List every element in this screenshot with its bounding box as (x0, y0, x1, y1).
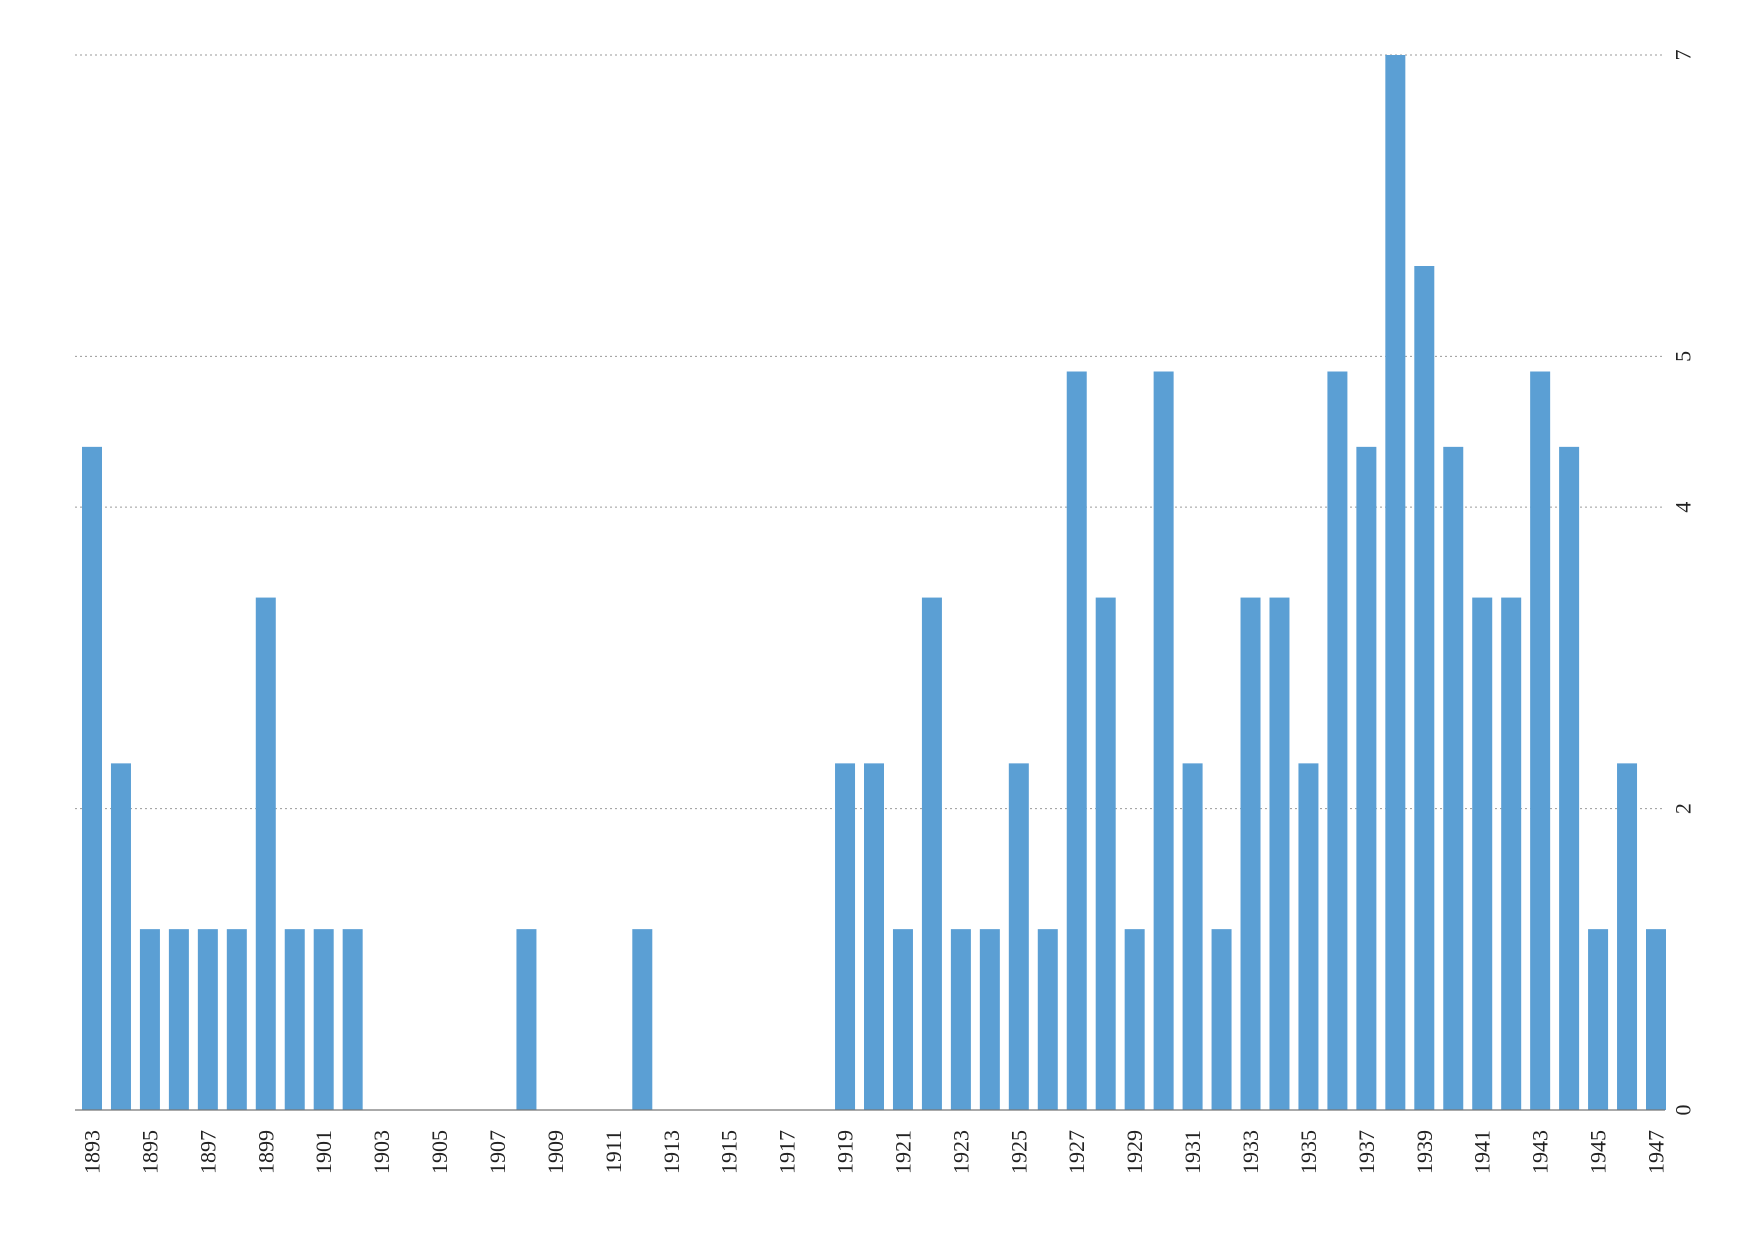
x-tick-label: 1941 (1470, 1130, 1495, 1174)
bars (82, 55, 1666, 1110)
bar-1939 (1414, 266, 1435, 1110)
x-tick-label: 1899 (253, 1130, 278, 1174)
bar-1897 (197, 929, 218, 1110)
bar-1927 (1066, 371, 1087, 1110)
bar-1928 (1095, 597, 1116, 1110)
y-tick-label: 5 (1671, 351, 1696, 362)
y-tick-label: 2 (1671, 803, 1696, 814)
bar-1925 (1008, 763, 1029, 1110)
bar-1935 (1298, 763, 1319, 1110)
bar-1947 (1646, 929, 1666, 1110)
bar-1912 (632, 929, 653, 1110)
bar-1922 (921, 597, 942, 1110)
x-tick-label: 1931 (1180, 1130, 1205, 1174)
bar-1926 (1037, 929, 1058, 1110)
x-tick-label: 1915 (717, 1130, 742, 1174)
bar-1936 (1327, 371, 1348, 1110)
bar-1938 (1385, 55, 1406, 1110)
bar-1944 (1559, 446, 1580, 1110)
bar-1929 (1124, 929, 1145, 1110)
bar-1919 (835, 763, 856, 1110)
x-tick-label: 1919 (833, 1130, 858, 1174)
x-tick-label: 1917 (775, 1130, 800, 1174)
bar-1940 (1443, 446, 1464, 1110)
bar-1900 (284, 929, 305, 1110)
x-tick-label: 1943 (1528, 1130, 1553, 1174)
bar-1933 (1240, 597, 1261, 1110)
x-axis-tick-labels: 1893 1895 1897 1899 1901 1903 1905 1907 1909 1911… (80, 1130, 1669, 1174)
x-tick-label: 1911 (601, 1130, 626, 1173)
x-tick-label: 1925 (1006, 1130, 1031, 1174)
bar-1924 (979, 929, 1000, 1110)
bar-1899 (255, 597, 276, 1110)
x-tick-label: 1933 (1238, 1130, 1263, 1174)
bar-1908 (516, 929, 537, 1110)
x-tick-label: 1909 (543, 1130, 568, 1174)
x-tick-label: 1939 (1412, 1130, 1437, 1174)
x-tick-label: 1935 (1296, 1130, 1321, 1174)
bar-1896 (168, 929, 189, 1110)
bar-1945 (1588, 929, 1609, 1110)
bar-1898 (226, 929, 247, 1110)
x-tick-label: 1895 (137, 1130, 162, 1174)
bar-1930 (1153, 371, 1174, 1110)
bar-1943 (1530, 371, 1551, 1110)
y-tick-label: 0 (1671, 1105, 1696, 1116)
bar-1895 (139, 929, 160, 1110)
y-tick-label: 4 (1671, 502, 1696, 513)
bar-1902 (342, 929, 363, 1110)
x-tick-label: 1907 (485, 1130, 510, 1174)
bar-1942 (1501, 597, 1522, 1110)
x-tick-label: 1897 (195, 1130, 220, 1174)
x-tick-label: 1893 (80, 1130, 105, 1174)
bar-1931 (1182, 763, 1203, 1110)
x-tick-label: 1903 (369, 1130, 394, 1174)
x-tick-label: 1905 (427, 1130, 452, 1174)
x-tick-label: 1945 (1586, 1130, 1611, 1174)
bar-1932 (1211, 929, 1232, 1110)
bar-1937 (1356, 446, 1377, 1110)
bar-1923 (950, 929, 971, 1110)
bar-1934 (1269, 597, 1290, 1110)
bar-1921 (892, 929, 913, 1110)
y-tick-label: 7 (1671, 50, 1696, 61)
bar-1920 (864, 763, 884, 1110)
x-tick-label: 1937 (1354, 1130, 1379, 1174)
bar-1901 (313, 929, 334, 1110)
x-tick-label: 1927 (1064, 1130, 1089, 1174)
y-axis-tick-labels: 0 2 4 5 7 (1671, 50, 1696, 1116)
bar-1946 (1617, 763, 1638, 1110)
bar-1941 (1472, 597, 1493, 1110)
bar-1893 (82, 446, 102, 1110)
x-tick-label: 1929 (1122, 1130, 1147, 1174)
x-tick-label: 1947 (1644, 1130, 1669, 1174)
x-tick-label: 1923 (948, 1130, 973, 1174)
x-tick-label: 1921 (890, 1130, 915, 1174)
bar-1894 (110, 763, 131, 1110)
x-tick-label: 1901 (311, 1130, 336, 1174)
x-tick-label: 1913 (659, 1130, 684, 1174)
